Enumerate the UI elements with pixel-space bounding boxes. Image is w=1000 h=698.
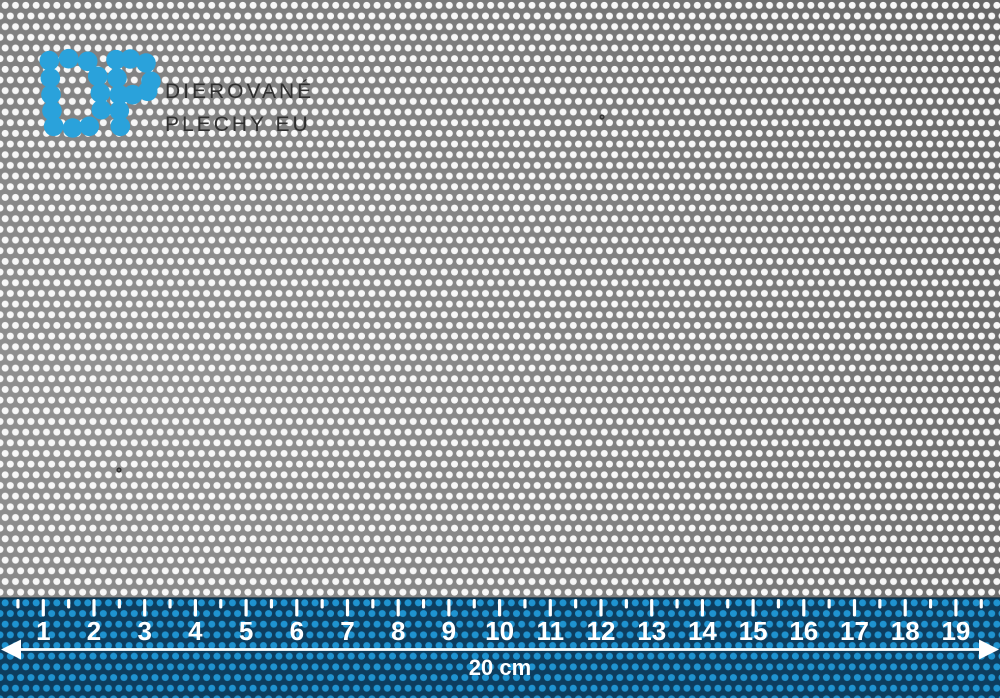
sheet-perforation-holes — [0, 0, 1000, 598]
logo-dot — [77, 51, 98, 72]
logo-dot — [137, 81, 158, 102]
logo-dot — [87, 66, 108, 87]
ruler-length-label: 20 cm — [469, 655, 531, 680]
ruler-number: 10 — [485, 616, 514, 646]
ruler-number: 19 — [941, 616, 970, 646]
tick-half-cm — [523, 599, 527, 609]
ruler-number: 14 — [688, 616, 717, 646]
tick-cm — [143, 599, 147, 617]
tick-cm — [295, 599, 299, 617]
ruler-number: 5 — [239, 616, 253, 646]
tick-cm — [751, 599, 755, 617]
logo-dot — [62, 118, 83, 138]
tick-cm — [903, 599, 907, 617]
tick-cm — [548, 599, 552, 617]
ruler-number: 18 — [891, 616, 920, 646]
tick-half-cm — [574, 599, 578, 609]
ruler-number: 17 — [840, 616, 869, 646]
ruler-number: 15 — [739, 616, 768, 646]
defect-spot-core — [118, 469, 120, 471]
tick-half-cm — [878, 599, 882, 609]
logo-dot — [40, 68, 61, 88]
logo-dot — [122, 84, 143, 105]
tick-half-cm — [726, 599, 730, 609]
defect-spot-core — [601, 116, 603, 118]
tick-cm — [650, 599, 654, 617]
tick-cm — [92, 599, 96, 617]
dp-logo-dots-icon — [39, 48, 161, 138]
logo-dot — [90, 83, 111, 103]
tick-cm — [498, 599, 502, 617]
dimension-arrow-right-icon — [979, 639, 999, 660]
tick-half-cm — [371, 599, 375, 609]
logo-dot — [107, 68, 127, 88]
tick-cm — [852, 599, 857, 617]
brand-wordmark: DIEROVANÉ PLECHY EU — [165, 75, 314, 141]
tick-half-cm — [421, 599, 426, 609]
logo-dot — [136, 53, 156, 73]
ruler-number: 12 — [587, 616, 616, 646]
ruler-number: 8 — [391, 616, 405, 646]
logo-dot — [58, 48, 79, 69]
ruler-number: 9 — [442, 616, 456, 646]
ruler-number: 4 — [188, 616, 203, 646]
sheet-defect-spots — [116, 114, 605, 473]
tick-cm — [396, 599, 400, 617]
tick-cm — [193, 599, 197, 617]
tick-half-cm — [827, 599, 831, 609]
logo-dot — [120, 49, 141, 69]
logo-dot — [43, 116, 64, 137]
tick-half-cm — [320, 599, 324, 609]
tick-cm — [447, 599, 451, 617]
tick-half-cm — [67, 599, 71, 609]
logo-dot — [91, 99, 112, 120]
logo-dot — [109, 84, 130, 105]
tick-half-cm — [472, 599, 476, 609]
dimension-arrow-left-icon — [1, 639, 21, 660]
tick-cm — [954, 599, 958, 617]
tick-half-cm — [776, 599, 781, 609]
brand-line-2: PLECHY EU — [165, 113, 311, 136]
tick-half-cm — [979, 599, 983, 609]
ruler-number: 1 — [36, 616, 50, 646]
ruler-band-edge — [0, 597, 1000, 599]
ruler-number: 3 — [137, 616, 151, 646]
tick-cm — [41, 599, 45, 617]
ruler-number: 2 — [87, 616, 101, 646]
logo-dot — [110, 116, 131, 137]
tick-cm — [802, 599, 806, 617]
tick-half-cm — [624, 599, 628, 609]
logo-dot — [109, 100, 130, 121]
dimension-line — [13, 648, 987, 651]
tick-cm — [599, 599, 603, 617]
ruler-number: 6 — [290, 616, 304, 646]
tick-half-cm — [117, 599, 121, 609]
brand-line-1: DIEROVANÉ — [165, 80, 315, 103]
tick-half-cm — [269, 599, 274, 609]
logo-dot — [39, 50, 60, 71]
tick-cm — [244, 599, 248, 617]
logo-dot — [41, 84, 61, 105]
ruler-number: 7 — [340, 616, 354, 646]
tick-half-cm — [16, 599, 20, 609]
ruler-number: 11 — [537, 616, 565, 646]
logo-dot — [42, 100, 62, 121]
tick-half-cm — [675, 599, 679, 609]
logo-dot — [79, 116, 100, 137]
ruler-number: 16 — [789, 616, 818, 646]
tick-cm — [345, 599, 350, 617]
tick-half-cm — [219, 599, 223, 609]
tick-cm — [700, 599, 704, 617]
tick-half-cm — [928, 599, 933, 609]
logo-dot — [106, 49, 126, 70]
ruler-number: 13 — [637, 616, 666, 646]
tick-half-cm — [168, 599, 172, 609]
